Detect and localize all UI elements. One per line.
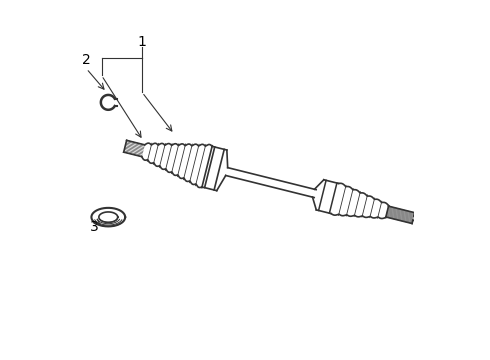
Text: 1: 1 bbox=[138, 35, 147, 49]
Text: 2: 2 bbox=[82, 53, 91, 67]
Text: 3: 3 bbox=[91, 220, 99, 234]
